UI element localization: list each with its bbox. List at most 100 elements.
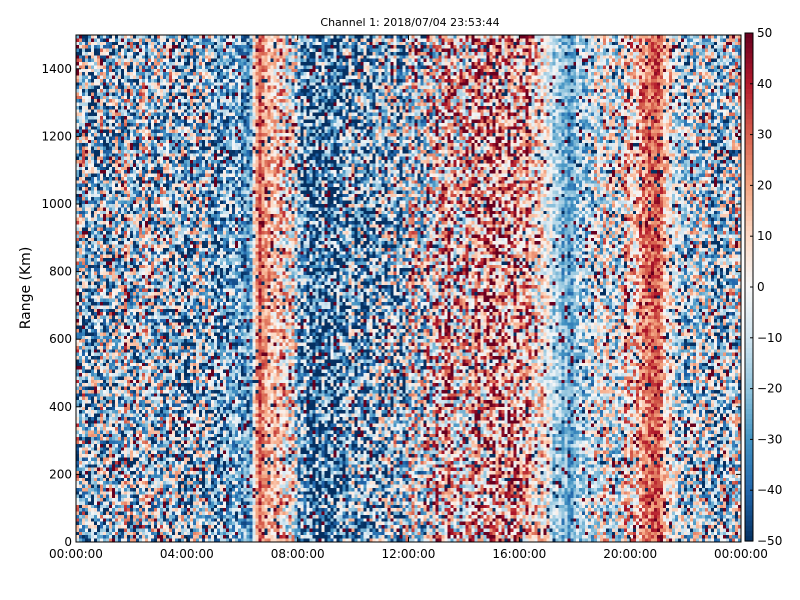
colorbar-segment bbox=[745, 525, 753, 532]
colorbar-segment bbox=[745, 535, 753, 542]
colorbar-segment bbox=[745, 373, 753, 380]
colorbar-tick-label: −30 bbox=[757, 432, 782, 446]
colorbar-segment bbox=[745, 210, 753, 217]
colorbar-segment bbox=[745, 215, 753, 222]
colorbar-segment bbox=[745, 190, 753, 197]
y-tick-label: 1200 bbox=[41, 129, 72, 143]
x-tick-label: 20:00:00 bbox=[603, 547, 657, 561]
colorbar-segment bbox=[745, 73, 753, 80]
colorbar-segment bbox=[745, 139, 753, 146]
colorbar-segment bbox=[745, 170, 753, 176]
colorbar: 50 40 30 20 10 0 −10 −20 −30 −40 −50 bbox=[744, 26, 782, 548]
colorbar-segment bbox=[745, 185, 753, 192]
colorbar-segment bbox=[745, 104, 753, 110]
colorbar-segment bbox=[745, 419, 753, 425]
colorbar-segment bbox=[745, 63, 753, 70]
colorbar-segment bbox=[745, 287, 753, 293]
colorbar-segment bbox=[745, 347, 753, 354]
colorbar-tick-label: −40 bbox=[757, 483, 782, 497]
colorbar-segment bbox=[745, 530, 753, 537]
colorbar-segment bbox=[745, 393, 753, 400]
colorbar-segment bbox=[745, 408, 753, 415]
colorbar-segment bbox=[745, 119, 753, 126]
colorbar-segment bbox=[745, 474, 753, 481]
y-axis-title: Range (Km) bbox=[18, 247, 34, 330]
colorbar-segment bbox=[745, 464, 753, 471]
colorbar-tick-label: 10 bbox=[757, 229, 772, 243]
colorbar-segment bbox=[745, 444, 753, 451]
colorbar-tick-label: 30 bbox=[757, 128, 772, 142]
colorbar-segment bbox=[745, 88, 753, 95]
colorbar-segment bbox=[745, 363, 753, 369]
x-tick-label: 12:00:00 bbox=[382, 547, 436, 561]
y-tick-label: 1400 bbox=[41, 62, 72, 76]
colorbar-segment bbox=[745, 256, 753, 263]
x-tick-label: 00:00:00 bbox=[714, 547, 768, 561]
colorbar-segment bbox=[745, 246, 753, 253]
colorbar-segment bbox=[745, 180, 753, 186]
colorbar-tick-label: 40 bbox=[757, 77, 772, 91]
colorbar-segment bbox=[745, 175, 753, 181]
colorbar-segment bbox=[745, 500, 753, 507]
colorbar-segment bbox=[745, 231, 753, 237]
colorbar-segment bbox=[745, 124, 753, 131]
colorbar-segment bbox=[745, 495, 753, 501]
y-axis: 0 200 400 600 800 1000 1200 1400 bbox=[41, 62, 741, 549]
x-tick-label: 16:00:00 bbox=[492, 547, 546, 561]
colorbar-segment bbox=[745, 302, 753, 308]
colorbar-segment bbox=[745, 358, 753, 364]
y-tick-label: 0 bbox=[64, 535, 72, 549]
chart-title: Channel 1: 2018/07/04 23:53:44 bbox=[320, 16, 499, 29]
y-tick-label: 400 bbox=[49, 400, 72, 414]
colorbar-segment bbox=[745, 83, 753, 90]
colorbar-segment bbox=[745, 434, 753, 440]
colorbar-tick-label: 50 bbox=[757, 26, 772, 40]
colorbar-segment bbox=[745, 48, 753, 54]
colorbar-segment bbox=[745, 317, 753, 324]
colorbar-segment bbox=[745, 378, 753, 385]
colorbar-segment bbox=[745, 368, 753, 374]
colorbar-segment bbox=[745, 33, 753, 39]
y-tick-label: 1000 bbox=[41, 197, 72, 211]
x-tick-label: 04:00:00 bbox=[160, 547, 214, 561]
colorbar-segment bbox=[745, 68, 753, 75]
colorbar-segment bbox=[745, 58, 753, 65]
y-tick-label: 600 bbox=[49, 332, 72, 346]
colorbar-segment bbox=[745, 78, 753, 85]
colorbar-segment bbox=[745, 403, 753, 410]
colorbar-segment bbox=[745, 480, 753, 486]
colorbar-segment bbox=[745, 236, 753, 242]
colorbar-segment bbox=[745, 414, 753, 420]
colorbar-segment bbox=[745, 109, 753, 115]
colorbar-segment bbox=[745, 241, 753, 247]
colorbar-segment bbox=[745, 327, 753, 334]
colorbar-segment bbox=[745, 337, 753, 344]
colorbar-segment bbox=[745, 312, 753, 319]
colorbar-segment bbox=[745, 515, 753, 522]
colorbar-segment bbox=[745, 226, 753, 232]
colorbar-segment bbox=[745, 114, 753, 120]
colorbar-segment bbox=[745, 93, 753, 100]
colorbar-tick-label: 20 bbox=[757, 178, 772, 192]
colorbar-segment bbox=[745, 332, 753, 339]
colorbar-segment bbox=[745, 398, 753, 405]
y-tick-label: 200 bbox=[49, 467, 72, 481]
colorbar-segment bbox=[745, 454, 753, 461]
colorbar-segment bbox=[745, 53, 753, 59]
colorbar-segment bbox=[745, 276, 753, 283]
colorbar-segment bbox=[745, 505, 753, 512]
heatmap-cells bbox=[76, 35, 741, 542]
colorbar-segment bbox=[745, 490, 753, 496]
colorbar-segment bbox=[745, 383, 753, 390]
colorbar-segment bbox=[745, 99, 753, 105]
colorbar-segment bbox=[745, 200, 753, 207]
colorbar-segment bbox=[745, 251, 753, 258]
colorbar-tick-label: −10 bbox=[757, 331, 782, 345]
colorbar-segment bbox=[745, 429, 753, 435]
colorbar-segment bbox=[745, 38, 753, 44]
colorbar-segment bbox=[745, 205, 753, 212]
colorbar-segment bbox=[745, 353, 753, 359]
colorbar-segment bbox=[745, 266, 753, 273]
colorbar-segment bbox=[745, 261, 753, 268]
